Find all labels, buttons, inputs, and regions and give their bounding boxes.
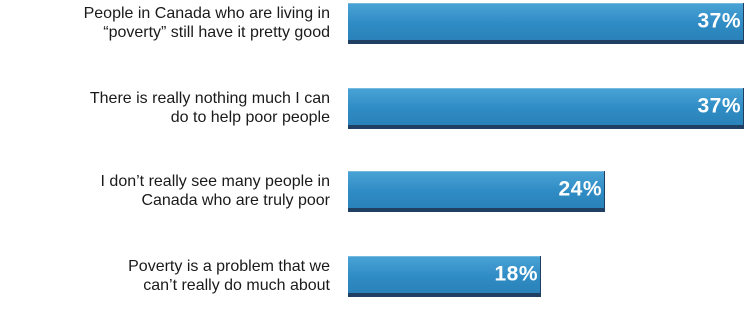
category-label: I don’t really see many people in Canada … — [0, 172, 330, 210]
bar-row: Poverty is a problem that we can’t really… — [0, 256, 744, 312]
bar: 37% — [348, 3, 744, 44]
category-label-line: “poverty” still have it pretty good — [103, 24, 330, 41]
bar-value-label: 24% — [558, 177, 602, 201]
bar: 37% — [348, 88, 744, 129]
bar-row: There is really nothing much I can do to … — [0, 88, 744, 144]
bar-row: I don’t really see many people in Canada … — [0, 171, 744, 227]
bar-value-label: 37% — [697, 94, 741, 118]
category-label: People in Canada who are living in “pover… — [0, 4, 330, 42]
bar-row: People in Canada who are living in “pover… — [0, 3, 744, 59]
bar: 24% — [348, 171, 605, 212]
category-label: There is really nothing much I can do to … — [0, 89, 330, 127]
bar-value-label: 37% — [697, 9, 741, 33]
category-label-line: do to help poor people — [170, 109, 330, 126]
bar-value-label: 18% — [494, 262, 538, 286]
category-label-line: I don’t really see many people in — [100, 173, 330, 190]
category-label-line: can’t really do much about — [143, 277, 330, 294]
category-label-line: People in Canada who are living in — [83, 5, 330, 22]
category-label-line: There is really nothing much I can — [89, 90, 330, 107]
category-label-line: Poverty is a problem that we — [128, 258, 330, 275]
category-label-line: Canada who are truly poor — [141, 192, 330, 209]
bar: 18% — [348, 256, 541, 297]
category-label: Poverty is a problem that we can’t really… — [0, 257, 330, 295]
